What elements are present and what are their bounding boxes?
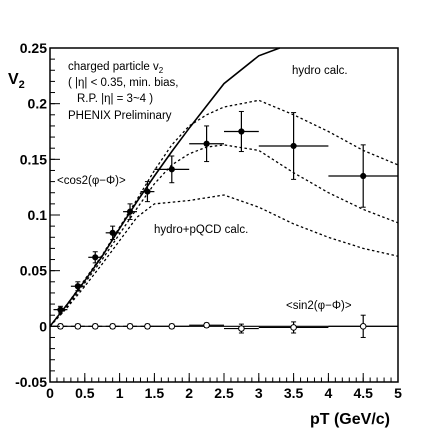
open-marker	[290, 324, 297, 331]
sin-data-point	[189, 321, 224, 329]
sin-data-point	[123, 323, 137, 330]
x-tick-label: 1.5	[145, 385, 165, 401]
x-axis-label: pT (GeV/c)	[310, 411, 390, 428]
sin-data-point	[105, 323, 120, 330]
cos-data-point	[53, 305, 68, 314]
axis-ticks: 0 0.5 1 1.5 2 2.5 3 3.5 4 4.5 5-0.0500.050.10.150.…	[15, 40, 402, 401]
hydro-pqcd-label: hydro+pQCD calc.	[154, 224, 248, 236]
info-line-1: charged particle v2	[68, 61, 164, 75]
hydro-pqcd-curve	[49, 144, 399, 327]
x-tick-label: 4.5	[353, 385, 373, 401]
open-marker	[144, 323, 151, 330]
data-points	[53, 110, 398, 338]
cos-data-point	[88, 251, 103, 264]
y-axis-label: V2	[8, 71, 25, 91]
filled-marker	[238, 128, 245, 135]
hydro-label: hydro calc.	[292, 65, 348, 77]
filled-marker	[109, 229, 116, 236]
open-marker	[238, 325, 245, 332]
open-marker	[91, 323, 99, 330]
cos-data-point	[70, 281, 85, 292]
y-tick-label: 0.15	[20, 151, 47, 167]
hydro-curve	[49, 47, 280, 327]
cos-data-point	[123, 203, 137, 220]
filled-marker	[126, 208, 134, 215]
info-line-3: R.P. |η| = 3~4 )	[77, 93, 153, 105]
cos-label: <cos2(φ−Φ)>	[57, 175, 126, 187]
filled-marker	[168, 166, 175, 173]
filled-marker	[203, 140, 210, 147]
cos-data-point	[140, 181, 155, 203]
filled-marker	[144, 188, 151, 195]
x-tick-label: 3.5	[284, 385, 304, 401]
filled-marker	[290, 142, 297, 150]
cos-data-point	[154, 155, 190, 184]
y-tick-label: 0.05	[20, 263, 47, 279]
cos-data-point	[189, 125, 224, 163]
open-marker	[359, 323, 367, 330]
open-marker	[74, 323, 82, 330]
theory-curves	[49, 47, 399, 327]
x-tick-label: 0	[46, 385, 54, 401]
cos-data-point	[258, 112, 329, 180]
sin-data-point	[224, 323, 259, 334]
cos-data-point	[105, 225, 120, 240]
sin-data-point	[154, 323, 190, 330]
cos-data-point	[328, 144, 398, 208]
y-tick-label: -0.05	[15, 374, 47, 390]
open-marker	[168, 323, 176, 330]
sin-data-point	[328, 314, 398, 338]
sin-data-point	[140, 323, 155, 330]
sin-data-point	[258, 321, 329, 334]
open-marker	[109, 323, 116, 330]
x-tick-label: 2	[185, 385, 193, 401]
x-tick-label: 4	[325, 385, 333, 401]
open-marker	[126, 323, 134, 330]
info-line-2: ( |η| < 0.35, min. bias,	[68, 77, 179, 89]
sin-label: <sin2(φ−Φ)>	[286, 300, 352, 312]
x-tick-label: 5	[394, 385, 402, 401]
y-tick-label: 0.1	[28, 207, 48, 223]
filled-marker	[74, 283, 81, 290]
filled-marker	[57, 306, 64, 313]
x-tick-label: 0.5	[75, 385, 95, 401]
open-marker	[203, 321, 210, 329]
x-tick-label: 2.5	[214, 385, 234, 401]
x-tick-label: 3	[255, 385, 263, 401]
info-line-4: PHENIX Preliminary	[68, 110, 172, 122]
y-tick-label: 0.25	[20, 40, 47, 56]
filled-marker	[92, 254, 99, 261]
y-tick-label: 0	[39, 318, 47, 334]
hydro-pqcd-curve	[49, 99, 399, 327]
sin-data-point	[88, 323, 103, 330]
y-tick-label: 0.2	[28, 96, 48, 112]
sin-data-point	[70, 323, 85, 330]
filled-marker	[360, 172, 367, 180]
cos-data-point	[224, 110, 259, 153]
x-tick-label: 1	[116, 385, 124, 401]
